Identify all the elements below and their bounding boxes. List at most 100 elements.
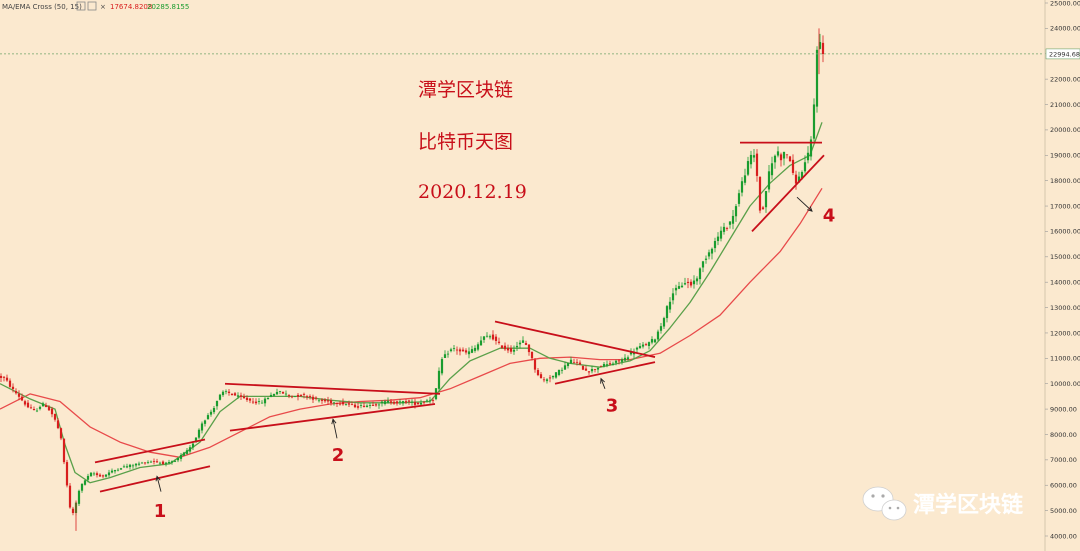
candle-body [41, 403, 45, 407]
candle-body [113, 470, 117, 472]
candle-body [401, 401, 405, 404]
candle-body [341, 402, 345, 405]
y-tick-label: 19000.00 [1050, 152, 1080, 160]
candle-body [242, 396, 246, 399]
candle-body [359, 405, 363, 406]
candle-body [86, 475, 90, 480]
pattern-line-1 [99, 465, 211, 493]
candle-body [161, 461, 165, 465]
candle-body [257, 401, 261, 402]
candle-body [521, 340, 525, 343]
candle-body [380, 401, 384, 404]
candle-body [212, 408, 216, 413]
candle-body [26, 402, 30, 408]
candle-body [539, 374, 543, 379]
watermark: 潭学区块链 [862, 486, 1023, 521]
settings-icon[interactable] [87, 1, 97, 11]
candle-body [233, 393, 237, 396]
candle-body [224, 391, 228, 393]
candle-body [647, 342, 651, 346]
candle-body [302, 393, 306, 395]
candle-body [695, 278, 699, 282]
y-tick-label: 18000.00 [1050, 177, 1080, 185]
pattern-line-4 [751, 154, 825, 233]
candle-body [554, 372, 558, 378]
candle-body [668, 301, 672, 310]
candle-body [806, 152, 810, 161]
indicator-header: MA/EMA Cross (50, 15) × 17674.8208 20285… [2, 1, 189, 11]
candle-body [191, 443, 195, 448]
candle-body [791, 159, 795, 173]
candle-body [326, 400, 330, 402]
y-tick-label: 25000.00 [1050, 0, 1080, 7]
current-price-tag [1045, 48, 1080, 60]
candle-body [320, 399, 324, 401]
candle-body [344, 404, 348, 405]
candle-body [425, 400, 429, 402]
y-tick-label: 24000.00 [1050, 25, 1080, 33]
candle-body [707, 252, 711, 257]
candle-body [173, 460, 177, 462]
candle-body [272, 393, 276, 396]
candle-body [677, 286, 681, 289]
candle-body [476, 344, 480, 350]
candle-body [563, 365, 567, 370]
visibility-toggle-icon[interactable] [76, 1, 86, 11]
candle-body [650, 339, 654, 343]
candle-body [440, 359, 444, 374]
candle-body [788, 156, 792, 162]
candle-body [296, 394, 300, 397]
candle-body [392, 401, 396, 404]
candle-body [416, 402, 420, 405]
candle-body [209, 411, 213, 415]
candle-body [50, 408, 54, 415]
candle-body [617, 360, 621, 362]
candle-body [794, 174, 798, 184]
candle-body [290, 396, 294, 398]
indicator-name: MA/EMA Cross (50, 15) [2, 3, 82, 11]
y-tick-label: 15000.00 [1050, 253, 1080, 261]
candle-body [332, 402, 336, 404]
candle-body [662, 318, 666, 327]
candle-body [626, 357, 630, 360]
overlay-title: 潭学区块链 [418, 79, 513, 101]
candle-body [488, 336, 492, 338]
candle-body [410, 401, 414, 403]
candle-body [533, 359, 537, 370]
candle-body [269, 394, 273, 397]
candle-body [770, 163, 774, 176]
y-tick-label: 8000.00 [1050, 431, 1077, 439]
candle-body [590, 368, 594, 372]
candle-body [593, 369, 597, 370]
close-icon[interactable]: × [100, 3, 106, 11]
candle-body [581, 365, 585, 370]
candle-body [761, 207, 765, 210]
y-tick-label: 5000.00 [1050, 507, 1077, 515]
candle-body [275, 391, 279, 395]
candle-body [98, 474, 102, 477]
candle-body [671, 293, 675, 301]
candle-body [17, 393, 21, 397]
candle-body [137, 463, 141, 465]
candle-body [560, 369, 564, 371]
candle-body [551, 375, 555, 378]
candle-body [227, 391, 231, 394]
candle-body [623, 357, 627, 361]
candle-body [254, 401, 258, 404]
candle-body [635, 347, 639, 350]
candle-body [665, 306, 669, 319]
candle-body [116, 469, 120, 471]
candle-body [731, 215, 735, 224]
candle-body [407, 400, 411, 402]
y-tick-label: 17000.00 [1050, 202, 1080, 210]
candle-body [371, 404, 375, 406]
candle-body [701, 261, 705, 268]
candle-body [398, 401, 402, 403]
pattern-layer: 1 2 3 4 [94, 141, 835, 522]
y-tick-label: 22000.00 [1050, 75, 1080, 83]
candle-body [656, 331, 660, 340]
candle-body [158, 462, 162, 464]
candle-body [383, 401, 387, 404]
